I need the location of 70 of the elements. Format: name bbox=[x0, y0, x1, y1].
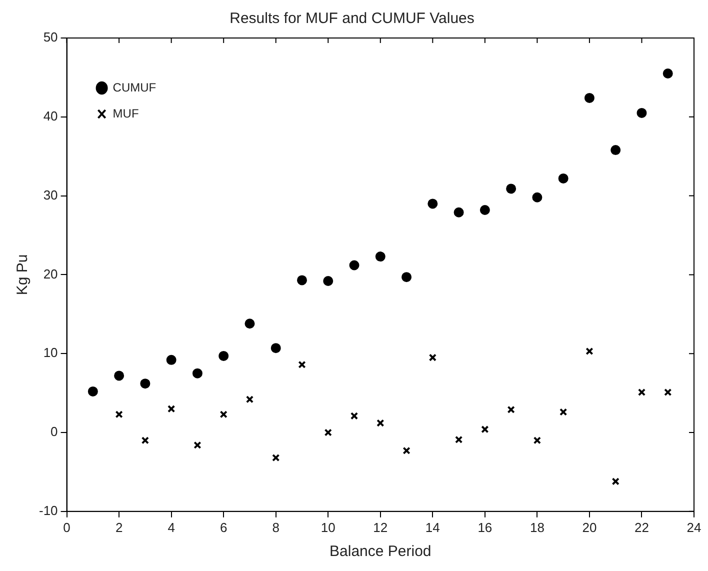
x-tick-label: 14 bbox=[425, 520, 440, 535]
point bbox=[636, 108, 647, 118]
y-tick-label: 50 bbox=[43, 30, 58, 45]
point bbox=[298, 360, 306, 368]
legend-label: MUF bbox=[112, 106, 139, 120]
point bbox=[350, 412, 358, 420]
point bbox=[88, 386, 98, 396]
x-tick-label: 6 bbox=[220, 520, 228, 535]
legend-label: CUMUF bbox=[112, 80, 156, 94]
y-tick-label: 20 bbox=[43, 266, 58, 282]
point bbox=[558, 173, 568, 184]
x-tick-label: 16 bbox=[478, 520, 492, 535]
point bbox=[402, 446, 410, 454]
point bbox=[428, 198, 438, 209]
point bbox=[323, 276, 334, 286]
point bbox=[454, 207, 464, 218]
point bbox=[584, 92, 594, 103]
point bbox=[402, 272, 412, 282]
point bbox=[192, 368, 202, 378]
y-tick-label: 30 bbox=[43, 187, 58, 202]
x-axis-title: Balance Period bbox=[330, 543, 432, 560]
point bbox=[324, 428, 332, 436]
point bbox=[612, 478, 620, 486]
x-tick-label: 2 bbox=[115, 520, 123, 535]
x-tick-label: 22 bbox=[634, 520, 649, 535]
point bbox=[167, 405, 176, 413]
point bbox=[560, 408, 568, 416]
point bbox=[246, 396, 254, 404]
point bbox=[166, 354, 176, 365]
x-tick-label: 20 bbox=[582, 520, 597, 535]
x-tick-label: 12 bbox=[373, 520, 388, 535]
y-axis-title: Kg Pu bbox=[14, 254, 32, 296]
point bbox=[270, 343, 281, 354]
point bbox=[664, 388, 672, 396]
x-tick-label: 18 bbox=[530, 520, 544, 535]
point bbox=[141, 436, 150, 444]
point bbox=[220, 410, 228, 418]
x-tick-label: 24 bbox=[686, 520, 702, 535]
point bbox=[376, 419, 384, 427]
point bbox=[662, 68, 673, 79]
point bbox=[194, 441, 202, 449]
point bbox=[481, 426, 489, 434]
point bbox=[586, 347, 594, 356]
x-tick-label: 4 bbox=[168, 520, 175, 535]
point bbox=[638, 388, 646, 396]
point bbox=[244, 318, 255, 329]
point bbox=[349, 260, 360, 270]
y-tick-label: 10 bbox=[43, 345, 58, 360]
point bbox=[140, 378, 150, 389]
point bbox=[115, 410, 123, 418]
point bbox=[272, 454, 280, 462]
x-tick-label: 8 bbox=[272, 520, 280, 535]
x-tick-label: 10 bbox=[320, 520, 336, 535]
point bbox=[507, 406, 515, 414]
y-tick-label: 0 bbox=[50, 424, 58, 440]
point bbox=[610, 145, 621, 156]
point bbox=[506, 184, 516, 194]
point bbox=[375, 252, 386, 262]
point bbox=[428, 354, 436, 362]
x-tick-label: 0 bbox=[63, 520, 70, 535]
point bbox=[296, 275, 307, 286]
point bbox=[454, 436, 463, 444]
chart-title: Results for MUF and CUMUF Values bbox=[230, 10, 474, 28]
point bbox=[480, 205, 490, 215]
point bbox=[532, 192, 542, 202]
point bbox=[218, 350, 229, 361]
point bbox=[114, 370, 124, 381]
y-tick-label: 40 bbox=[43, 108, 58, 124]
y-tick-label: -10 bbox=[38, 502, 58, 518]
point bbox=[533, 436, 542, 444]
